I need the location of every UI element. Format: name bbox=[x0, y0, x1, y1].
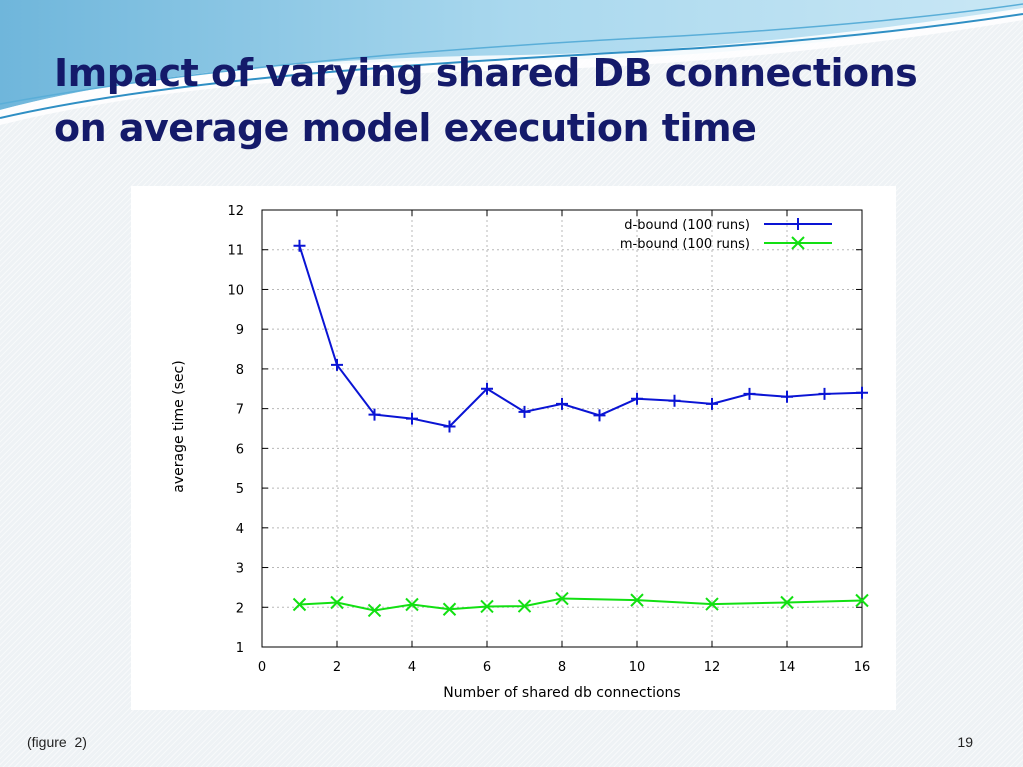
data-point-plus-marker bbox=[331, 358, 343, 371]
series-d-bound bbox=[293, 239, 868, 433]
data-series bbox=[292, 239, 869, 618]
x-tick-label: 6 bbox=[483, 660, 491, 675]
data-point-x-marker bbox=[367, 603, 382, 618]
data-point-x-marker bbox=[780, 595, 794, 610]
data-point-plus-marker bbox=[406, 412, 418, 425]
series-line bbox=[298, 245, 863, 428]
y-tick-label: 8 bbox=[236, 363, 244, 378]
slide-title-line-2: on average model execution time bbox=[54, 106, 757, 150]
data-point-plus-marker bbox=[781, 390, 793, 403]
header-swoosh-decoration bbox=[0, 0, 1023, 125]
x-tick-label: 0 bbox=[258, 660, 266, 675]
y-tick-label: 6 bbox=[236, 442, 244, 457]
data-point-x-marker bbox=[405, 597, 419, 612]
x-tick-label: 14 bbox=[779, 660, 796, 675]
legend-label: d-bound (100 runs) bbox=[624, 218, 750, 233]
figure-caption: (figure 2) bbox=[27, 734, 87, 750]
series-line bbox=[299, 597, 863, 612]
chart-legend: d-bound (100 runs) m-bound (100 runs) bbox=[620, 218, 832, 252]
data-point-plus-marker bbox=[518, 405, 531, 418]
data-point-plus-marker bbox=[293, 239, 306, 252]
data-point-x-marker bbox=[480, 599, 494, 614]
y-tick-label: 10 bbox=[227, 283, 244, 298]
data-point-plus-marker bbox=[706, 397, 718, 410]
data-point-x-marker bbox=[442, 602, 457, 616]
data-point-plus-marker bbox=[593, 409, 606, 422]
x-axis-title: Number of shared db connections bbox=[443, 685, 680, 701]
data-point-x-marker bbox=[855, 593, 869, 608]
y-tick-label: 12 bbox=[227, 204, 244, 219]
data-point-plus-marker bbox=[856, 386, 868, 399]
x-tick-label: 10 bbox=[629, 660, 646, 675]
data-point-plus-marker bbox=[668, 394, 681, 407]
data-point-plus-marker bbox=[818, 387, 831, 400]
slide-title: Impact of varying shared DB connections … bbox=[54, 46, 984, 156]
data-point-plus-marker bbox=[743, 387, 756, 400]
y-axis-title: average time (sec) bbox=[171, 360, 187, 492]
data-point-plus-marker bbox=[443, 420, 456, 433]
series-m-bound bbox=[292, 591, 869, 618]
chart-panel: 1 2 3 4 5 6 7 8 9 10 11 12 0 2 4 6 8 10 12 14 16 d-bound (10… bbox=[131, 186, 896, 710]
data-point-x-marker bbox=[517, 599, 532, 613]
y-tick-label: 7 bbox=[236, 403, 244, 418]
data-point-plus-marker bbox=[631, 392, 643, 405]
data-point-x-marker bbox=[555, 591, 569, 606]
x-tick-label: 2 bbox=[333, 660, 341, 675]
data-point-plus-marker bbox=[481, 382, 493, 395]
y-tick-label: 5 bbox=[236, 482, 244, 497]
data-point-x-marker bbox=[330, 595, 344, 610]
x-tick-label: 16 bbox=[854, 660, 871, 675]
data-point-x-marker bbox=[705, 597, 719, 611]
data-point-plus-marker bbox=[368, 408, 381, 421]
x-tick-label: 8 bbox=[558, 660, 566, 675]
y-tick-label: 2 bbox=[236, 601, 244, 616]
data-point-plus-marker bbox=[556, 397, 568, 410]
y-tick-label: 9 bbox=[236, 323, 244, 338]
page-number: 19 bbox=[957, 734, 973, 750]
grid-lines bbox=[262, 210, 862, 647]
y-tick-label: 1 bbox=[236, 641, 244, 656]
data-point-x-marker bbox=[630, 593, 644, 607]
y-tick-label: 11 bbox=[227, 244, 244, 259]
y-tick-label: 4 bbox=[236, 522, 244, 537]
y-tick-label: 3 bbox=[236, 562, 244, 577]
legend-label: m-bound (100 runs) bbox=[620, 237, 750, 252]
slide-title-line-1: Impact of varying shared DB connections bbox=[54, 51, 918, 95]
data-point-x-marker bbox=[791, 236, 805, 250]
data-point-x-marker bbox=[292, 597, 307, 612]
data-point-plus-marker bbox=[792, 218, 804, 230]
x-tick-label: 12 bbox=[704, 660, 721, 675]
x-tick-label: 4 bbox=[408, 660, 416, 675]
